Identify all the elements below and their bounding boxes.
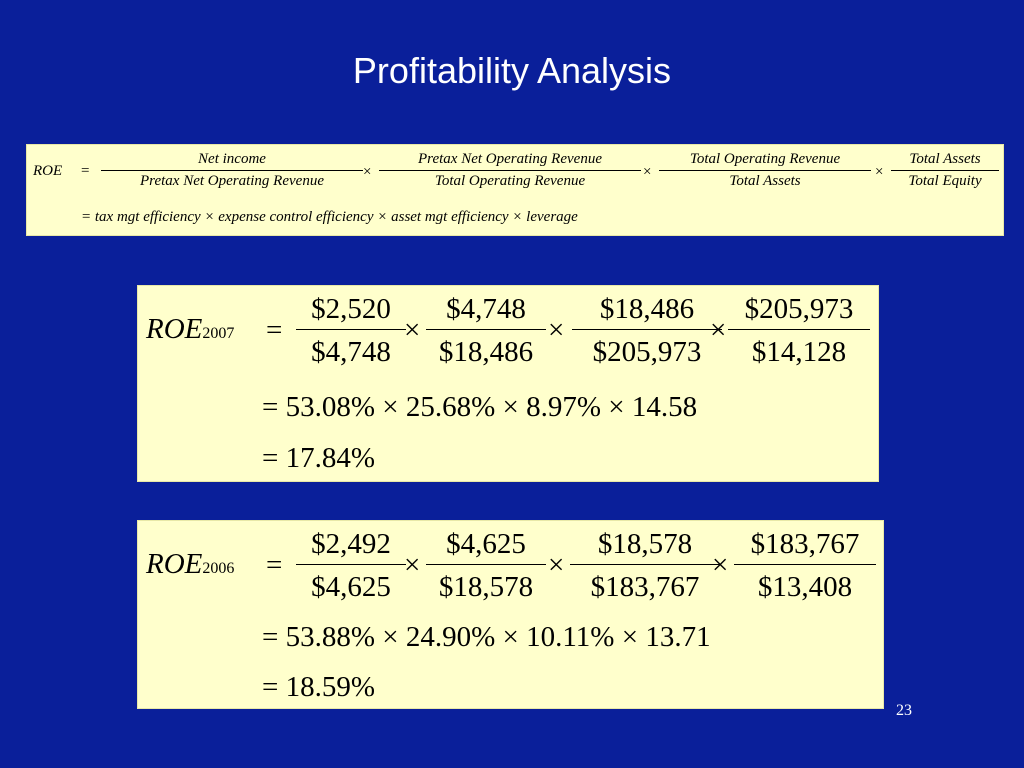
roe-2006-equals: =	[266, 549, 283, 581]
roe-2006-fraction-4-numerator: $183,767	[734, 527, 876, 565]
roe-2007-equals: =	[266, 314, 283, 346]
roe-2007-result: = 17.84%	[262, 442, 376, 474]
formula-lhs: ROE	[33, 163, 63, 179]
roe-2007-fraction-3: $18,486 $205,973	[572, 292, 722, 369]
roe-2007-times-3: ×	[710, 314, 727, 346]
roe-2006-ratio-values: = 53.88% × 24.90% × 10.11% × 13.71	[262, 621, 711, 653]
formula-times-3: ×	[875, 164, 884, 180]
formula-fraction-4-numerator: Total Assets	[891, 151, 999, 171]
roe-2006-fraction-1-numerator: $2,492	[296, 527, 406, 565]
roe-2007-fraction-2: $4,748 $18,486	[426, 292, 546, 369]
roe-2006-lhs: ROE2006	[146, 548, 234, 581]
roe-2007-times-2: ×	[548, 314, 565, 346]
roe-2007-fraction-3-numerator: $18,486	[572, 292, 722, 330]
roe-2006-fraction-3-denominator: $183,767	[590, 571, 700, 603]
roe-2006-fraction-4-denominator: $13,408	[757, 571, 853, 603]
roe-formula-box: ROE = Net income Pretax Net Operating Re…	[26, 144, 1004, 236]
roe-2007-times-1: ×	[404, 314, 421, 346]
formula-fraction-4: Total Assets Total Equity	[891, 151, 999, 190]
roe-2006-symbol: ROE	[146, 548, 203, 580]
roe-2006-times-2: ×	[548, 549, 565, 581]
roe-2007-fraction-1-denominator: $4,748	[311, 336, 391, 368]
roe-2006-fraction-2-numerator: $4,625	[426, 527, 546, 565]
roe-2007-fraction-4-numerator: $205,973	[728, 292, 870, 330]
formula-equals: =	[81, 163, 90, 179]
roe-2006-fraction-1-denominator: $4,625	[311, 571, 391, 603]
slide-title: Profitability Analysis	[352, 50, 672, 91]
roe-2007-fraction-4: $205,973 $14,128	[728, 292, 870, 369]
roe-2007-fraction-2-numerator: $4,748	[426, 292, 546, 330]
roe-2007-fraction-4-denominator: $14,128	[751, 336, 847, 368]
formula-decomposition-line: = tax mgt efficiency × expense control e…	[81, 209, 578, 225]
formula-fraction-3-numerator: Total Operating Revenue	[659, 151, 871, 171]
roe-2006-fraction-3: $18,578 $183,767	[570, 527, 720, 604]
formula-fraction-3: Total Operating Revenue Total Assets	[659, 151, 871, 190]
formula-fraction-2-denominator: Total Operating Revenue	[434, 173, 586, 189]
roe-2007-box: ROE2007 = $2,520 $4,748 × $4,748 $18,486…	[137, 285, 879, 482]
roe-2006-fraction-4: $183,767 $13,408	[734, 527, 876, 604]
formula-fraction-1-numerator: Net income	[101, 151, 363, 171]
roe-2007-fraction-1: $2,520 $4,748	[296, 292, 406, 369]
roe-2007-fraction-2-denominator: $18,486	[438, 336, 534, 368]
formula-fraction-1-denominator: Pretax Net Operating Revenue	[140, 173, 324, 189]
roe-2006-fraction-2-denominator: $18,578	[438, 571, 534, 603]
roe-2006-box: ROE2006 = $2,492 $4,625 × $4,625 $18,578…	[137, 520, 884, 709]
roe-2006-times-1: ×	[404, 549, 421, 581]
roe-2007-lhs: ROE2007	[146, 313, 234, 346]
formula-fraction-1: Net income Pretax Net Operating Revenue	[101, 151, 363, 190]
formula-fraction-2: Pretax Net Operating Revenue Total Opera…	[379, 151, 641, 190]
page-number: 23	[896, 702, 912, 719]
formula-times-2: ×	[643, 164, 652, 180]
formula-fraction-2-numerator: Pretax Net Operating Revenue	[379, 151, 641, 171]
roe-2007-symbol: ROE	[146, 313, 203, 345]
roe-2006-fraction-3-numerator: $18,578	[570, 527, 720, 565]
roe-2007-fraction-1-numerator: $2,520	[296, 292, 406, 330]
formula-fraction-4-denominator: Total Equity	[908, 173, 982, 189]
roe-2007-year: 2007	[202, 325, 235, 342]
roe-2007-ratio-values: = 53.08% × 25.68% × 8.97% × 14.58	[262, 391, 698, 423]
formula-times-1: ×	[363, 164, 372, 180]
roe-2006-result: = 18.59%	[262, 671, 376, 703]
formula-fraction-3-denominator: Total Assets	[729, 173, 801, 189]
roe-2006-year: 2006	[202, 560, 235, 577]
roe-2006-times-3: ×	[712, 549, 729, 581]
roe-2006-fraction-2: $4,625 $18,578	[426, 527, 546, 604]
roe-2007-fraction-3-denominator: $205,973	[592, 336, 702, 368]
roe-2006-fraction-1: $2,492 $4,625	[296, 527, 406, 604]
